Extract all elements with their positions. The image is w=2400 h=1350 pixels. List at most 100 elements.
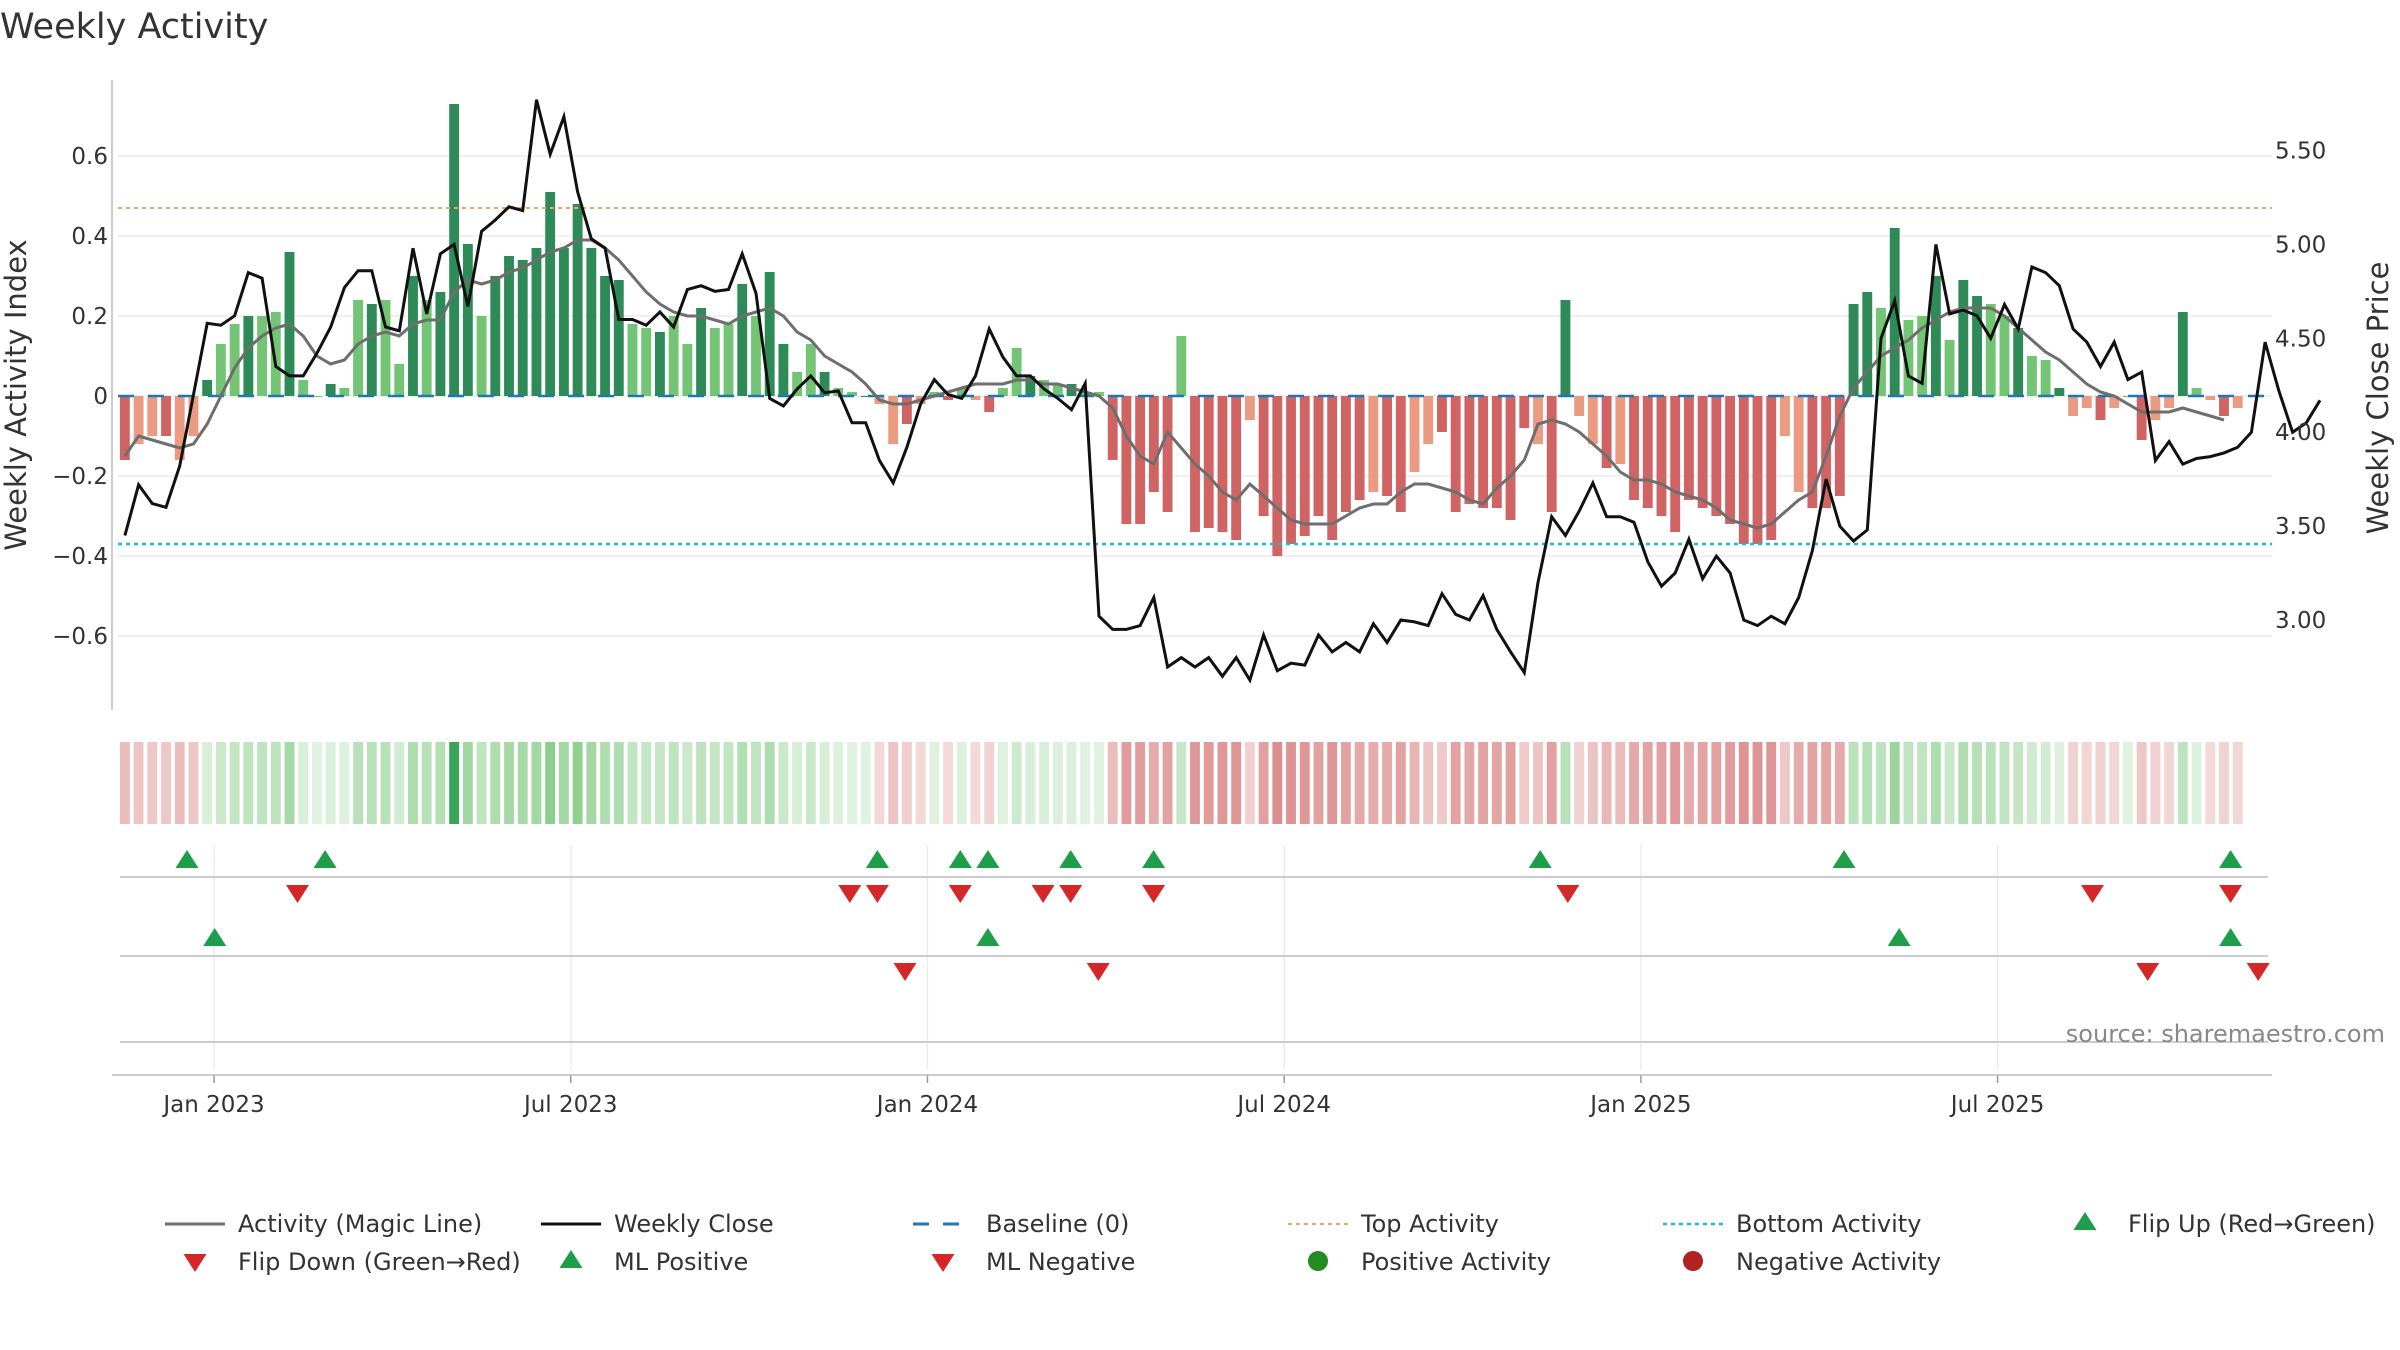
flip-up-marker <box>1832 850 1856 868</box>
heat-strip-cell <box>1738 742 1749 824</box>
chart-title: Weekly Activity <box>0 7 268 47</box>
activity-bar <box>1107 396 1118 460</box>
flip-up-marker <box>948 850 972 868</box>
heat-strip-cell <box>1821 742 1832 824</box>
heat-strip-cell <box>229 742 240 824</box>
heat-strip-cell <box>682 742 693 824</box>
heat-strip-cell <box>408 742 418 824</box>
activity-bar <box>1629 396 1639 500</box>
activity-bar <box>1752 396 1763 544</box>
heat-strip-cell <box>943 742 953 824</box>
heat-strip-cell <box>462 742 473 824</box>
activity-bar <box>956 388 967 396</box>
heat-strip-cell <box>2177 742 2188 824</box>
activity-bar <box>792 372 803 396</box>
activity-bar <box>1478 396 1489 508</box>
activity-heat-strip <box>119 742 2243 824</box>
heat-strip-cell <box>997 742 1008 824</box>
flip-down-marker <box>1031 885 1055 903</box>
activity-bar <box>1409 396 1420 472</box>
heat-strip-cell <box>586 742 597 824</box>
heat-strip-cell <box>1533 742 1543 824</box>
heat-strip-cell <box>1876 742 1886 824</box>
activity-bar <box>1203 396 1214 528</box>
legend-negative-swatch <box>1683 1251 1703 1271</box>
activity-bar <box>504 256 514 396</box>
activity-bar <box>202 380 213 396</box>
activity-bar <box>2191 388 2202 396</box>
activity-bar <box>531 248 542 396</box>
activity-bar <box>366 304 377 396</box>
heat-strip-cell <box>696 742 707 824</box>
heat-strip-cell <box>243 742 254 824</box>
heat-strip-cell <box>1409 742 1420 824</box>
heat-strip-cell <box>778 742 789 824</box>
heat-strip-cell <box>380 742 391 824</box>
x-tick-label: Jan 2023 <box>161 1092 264 1118</box>
legend-item: ML Positive <box>559 1248 748 1276</box>
heat-strip-cell <box>1930 742 1941 824</box>
y2-tick-label: 5.50 <box>2275 139 2326 165</box>
activity-bar <box>1656 396 1667 516</box>
activity-bar <box>1848 304 1859 396</box>
heat-strip-cell <box>1958 742 1969 824</box>
heat-strip-cell <box>435 742 446 824</box>
activity-bar <box>654 332 665 396</box>
activity-bar <box>1725 396 1736 524</box>
legend-item: Positive Activity <box>1308 1248 1551 1276</box>
activity-bar <box>1972 296 1982 396</box>
activity-bar <box>174 396 185 460</box>
activity-bar <box>1450 396 1461 512</box>
heat-strip-cell <box>1889 742 1900 824</box>
y-axis-label: Weekly Activity Index <box>0 239 33 550</box>
activity-bar <box>1258 396 1269 516</box>
legend-item: Activity (Magic Line) <box>165 1210 482 1238</box>
heat-strip-cell <box>1217 742 1228 824</box>
heat-strip-cell <box>1382 742 1393 824</box>
activity-bar <box>1340 396 1351 512</box>
activity-bars <box>119 104 2243 556</box>
activity-bar <box>462 244 473 396</box>
heat-strip-cell <box>1917 742 1928 824</box>
x-tick-label: Jan 2024 <box>875 1092 978 1118</box>
heat-strip-cell <box>1725 742 1736 824</box>
heat-strip-cell <box>613 742 624 824</box>
heat-strip-cell <box>1999 742 2010 824</box>
activity-bar <box>1231 396 1242 540</box>
activity-bar <box>298 380 309 396</box>
heat-strip-cell <box>1752 742 1763 824</box>
activity-bar <box>1766 396 1777 540</box>
heat-strip-cell <box>984 742 995 824</box>
heat-strip-cell <box>1670 742 1681 824</box>
heat-strip-cell <box>1162 742 1173 824</box>
activity-bar <box>1244 396 1255 420</box>
activity-bar <box>1011 348 1022 396</box>
close-line-layer <box>123 99 2322 684</box>
activity-bar <box>805 344 816 396</box>
y2-tick-label: 4.50 <box>2275 326 2326 352</box>
ml-positive-marker <box>203 928 227 946</box>
activity-bar <box>1299 396 1310 536</box>
flip-down-marker <box>2219 885 2243 903</box>
legend-ml-positive-swatch <box>559 1250 583 1268</box>
activity-bar <box>696 308 707 396</box>
ml-negative-marker <box>2136 963 2160 981</box>
heat-strip-cell <box>1491 742 1502 824</box>
heat-strip-cell <box>174 742 185 824</box>
activity-bar <box>1148 396 1159 492</box>
heat-strip-cell <box>1437 742 1447 824</box>
heat-strip-cell <box>764 742 775 824</box>
activity-bar <box>1670 396 1681 532</box>
y-tick-label: 0 <box>93 384 108 410</box>
source-label: source: sharemaestro.com <box>2066 1020 2385 1048</box>
heat-strip-cell <box>751 742 761 824</box>
heat-strip-cell <box>161 742 171 824</box>
legend-label: Flip Down (Green→Red) <box>238 1248 521 1276</box>
activity-bar <box>751 316 761 396</box>
heat-strip-cell <box>1642 742 1653 824</box>
heat-strip-cell <box>2054 742 2065 824</box>
flip-down-marker <box>948 885 972 903</box>
activity-bar <box>1533 396 1543 444</box>
heat-strip-cell <box>2232 742 2243 824</box>
reference-lines <box>118 207 2272 546</box>
